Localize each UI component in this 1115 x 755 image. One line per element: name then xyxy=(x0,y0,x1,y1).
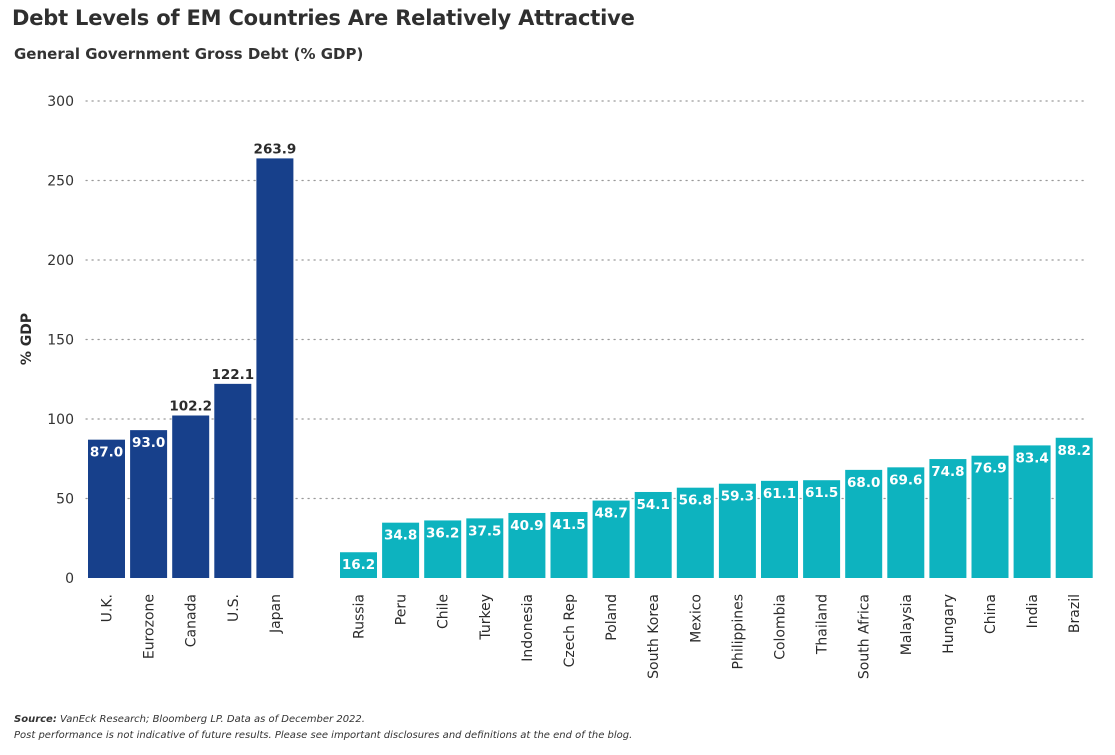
bar xyxy=(1013,445,1051,578)
source-line: Source: VanEck Research; Bloomberg LP. D… xyxy=(14,712,632,728)
bar xyxy=(592,500,630,578)
x-tick-label: Turkey xyxy=(478,594,494,641)
bar xyxy=(256,158,294,579)
x-tick-label: Japan xyxy=(268,594,284,634)
data-label: 40.9 xyxy=(510,518,543,534)
data-label: 83.4 xyxy=(1015,450,1048,466)
data-label: 76.9 xyxy=(973,461,1006,477)
x-tick-label: Philippines xyxy=(730,594,746,669)
x-tick-label: Peru xyxy=(394,594,410,625)
data-label: 122.1 xyxy=(211,367,254,383)
data-label: 48.7 xyxy=(594,506,627,522)
x-tick-label: Poland xyxy=(604,594,620,641)
source-label: Source: xyxy=(14,714,57,725)
x-tick-label: U.K. xyxy=(100,594,116,622)
bar xyxy=(634,491,672,578)
data-label: 102.2 xyxy=(169,399,212,415)
bar xyxy=(130,430,168,578)
x-tick-label: Russia xyxy=(352,594,368,639)
x-tick-label: Colombia xyxy=(773,594,789,660)
x-tick-label: India xyxy=(1025,594,1041,628)
source-text: VanEck Research; Bloomberg LP. Data as o… xyxy=(60,714,365,725)
bar xyxy=(550,512,588,578)
bar-chart: 0 50 100 150 200 250 300 % GDP 87.0 U.K. 93.0 Euroz… xyxy=(19,94,1093,679)
x-tick-label: Hungary xyxy=(941,594,957,654)
chart-title: Debt Levels of EM Countries Are Relative… xyxy=(12,6,635,30)
x-tick-label: South Africa xyxy=(857,594,873,679)
data-label: 93.0 xyxy=(132,435,165,451)
x-tick-label: Mexico xyxy=(688,594,704,643)
bar xyxy=(424,520,462,578)
data-label: 74.8 xyxy=(931,464,964,480)
bar xyxy=(718,483,756,578)
y-tick-label: 50 xyxy=(56,492,74,508)
data-label: 34.8 xyxy=(384,528,417,544)
y-tick-label: 100 xyxy=(47,412,74,428)
data-label: 88.2 xyxy=(1058,443,1091,459)
data-label: 87.0 xyxy=(90,445,123,461)
bar xyxy=(340,552,377,578)
x-tick-label: Czech Rep xyxy=(562,594,578,667)
bar xyxy=(508,512,546,578)
bar xyxy=(1055,437,1093,578)
bar xyxy=(929,459,967,578)
x-tick-label: China xyxy=(983,594,999,634)
bar xyxy=(214,383,252,578)
bar xyxy=(887,467,925,578)
bar xyxy=(845,469,883,578)
y-tick-label: 200 xyxy=(47,253,74,269)
data-label: 68.0 xyxy=(847,475,880,491)
bar xyxy=(88,439,125,578)
bar xyxy=(803,480,841,578)
bar xyxy=(971,455,1009,578)
data-label: 59.3 xyxy=(721,489,754,505)
x-tick-label: Eurozone xyxy=(142,594,158,659)
data-label: 61.1 xyxy=(763,486,796,502)
x-tick-label: South Korea xyxy=(646,594,662,679)
disclaimer-text: Post performance is not indicative of fu… xyxy=(14,730,633,741)
bar xyxy=(172,415,210,578)
x-tick-label: Brazil xyxy=(1067,594,1083,633)
data-label: 16.2 xyxy=(342,557,375,573)
data-label: 263.9 xyxy=(254,141,297,157)
y-axis-label: % GDP xyxy=(19,313,35,365)
data-label: 54.1 xyxy=(637,497,670,513)
data-label: 37.5 xyxy=(468,523,501,539)
x-tick-label: U.S. xyxy=(226,594,242,622)
y-tick-label: 0 xyxy=(65,571,74,587)
data-label: 56.8 xyxy=(679,493,712,509)
bar xyxy=(466,518,504,578)
bar xyxy=(676,487,714,578)
x-tick-label: Thailand xyxy=(815,594,831,655)
data-label: 69.6 xyxy=(889,472,922,488)
y-tick-label: 300 xyxy=(47,94,74,110)
data-label: 41.5 xyxy=(552,517,585,533)
data-label: 36.2 xyxy=(426,525,459,541)
x-tick-label: Chile xyxy=(436,594,452,629)
y-tick-label: 150 xyxy=(47,333,74,349)
y-tick-label: 250 xyxy=(47,174,74,190)
x-tick-label: Indonesia xyxy=(520,594,536,662)
data-label: 61.5 xyxy=(805,485,838,501)
x-tick-label: Malaysia xyxy=(899,594,915,655)
bar xyxy=(382,522,420,578)
x-tick-label: Canada xyxy=(184,594,200,647)
chart-subtitle: General Government Gross Debt (% GDP) xyxy=(14,45,364,63)
source-note: Source: VanEck Research; Bloomberg LP. D… xyxy=(14,712,632,744)
bar xyxy=(761,480,798,578)
